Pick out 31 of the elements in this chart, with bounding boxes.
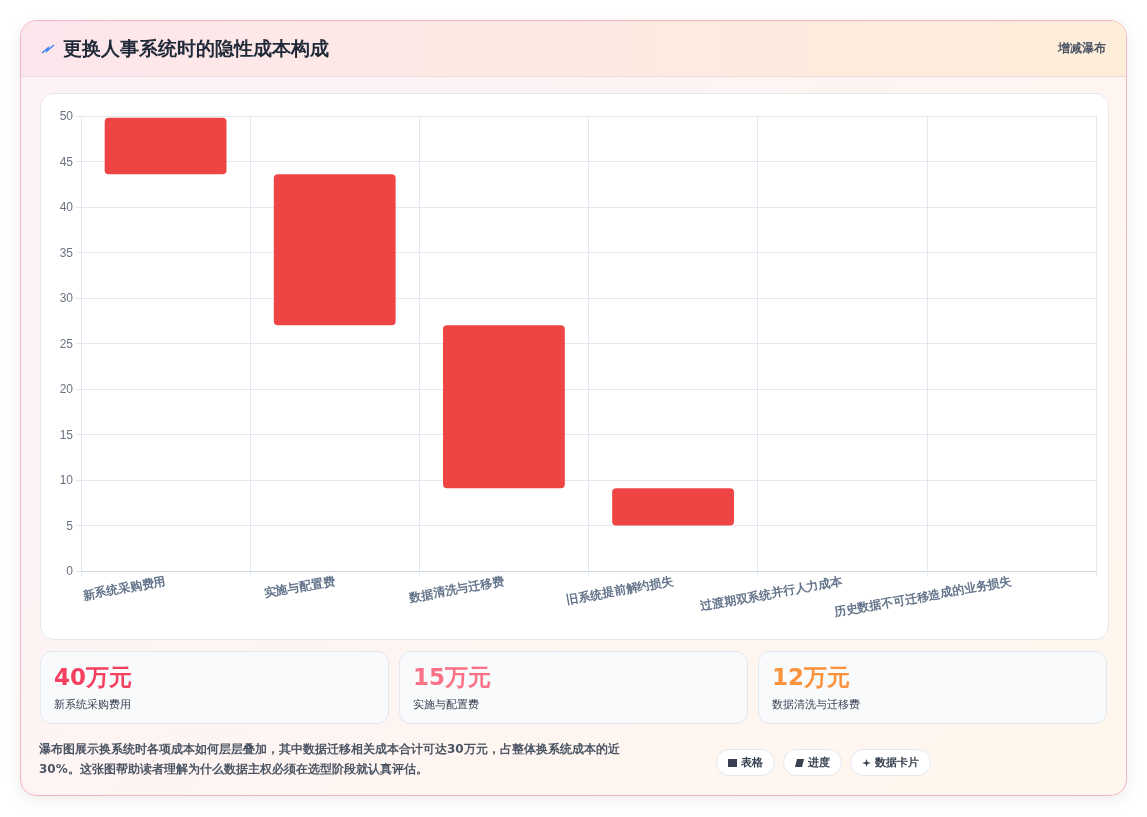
- y-tick-label: 35: [59, 245, 74, 260]
- x-tick-label: 旧系统提前解约损失: [565, 573, 676, 607]
- x-tick-label: 数据清洗与迁移费: [407, 574, 506, 605]
- text: 新系统采购费用: [54, 697, 131, 712]
- x-tick-label: 新系统采购费用: [80, 574, 167, 603]
- text: 表格: [741, 755, 763, 770]
- text: 12万元: [772, 663, 851, 692]
- chart-title: 更换人事系统时的隐性成本构成: [63, 36, 329, 61]
- bar: [104, 117, 227, 175]
- y-tick-label: 40: [59, 200, 74, 214]
- y-tick-label: 45: [59, 154, 74, 169]
- y-tick-label: 30: [59, 291, 74, 305]
- chart-subtitle: 增减瀑布: [1058, 40, 1106, 57]
- text: 数据卡片: [875, 755, 919, 770]
- text: 进度: [808, 755, 830, 770]
- y-tick-label: 5: [66, 518, 74, 533]
- text: 实施与配置费: [413, 697, 479, 712]
- bar: [443, 325, 565, 489]
- y-tick-label: 0: [66, 564, 74, 578]
- y-tick-label: 50: [59, 109, 74, 123]
- x-tick-label: 实施与配置费: [262, 574, 336, 601]
- bar: [273, 174, 396, 326]
- y-tick-label: 25: [59, 336, 74, 351]
- y-tick-label: 20: [59, 382, 74, 396]
- bar: [612, 488, 734, 526]
- y-tick-label: 15: [59, 427, 74, 442]
- text: 数据清洗与迁移费: [772, 697, 860, 712]
- text: 40万元: [54, 663, 133, 692]
- y-tick-label: 10: [59, 473, 74, 487]
- text: 瀑布图展示换系统时各项成本如何层层叠加，其中数据迁移相关成本合计可达30万元，占整体换系统成本的近30%。这张图帮助读者理解为什么数据主权必须在选型阶段就认真评估。: [39, 741, 621, 778]
- text: 15万元: [413, 663, 492, 692]
